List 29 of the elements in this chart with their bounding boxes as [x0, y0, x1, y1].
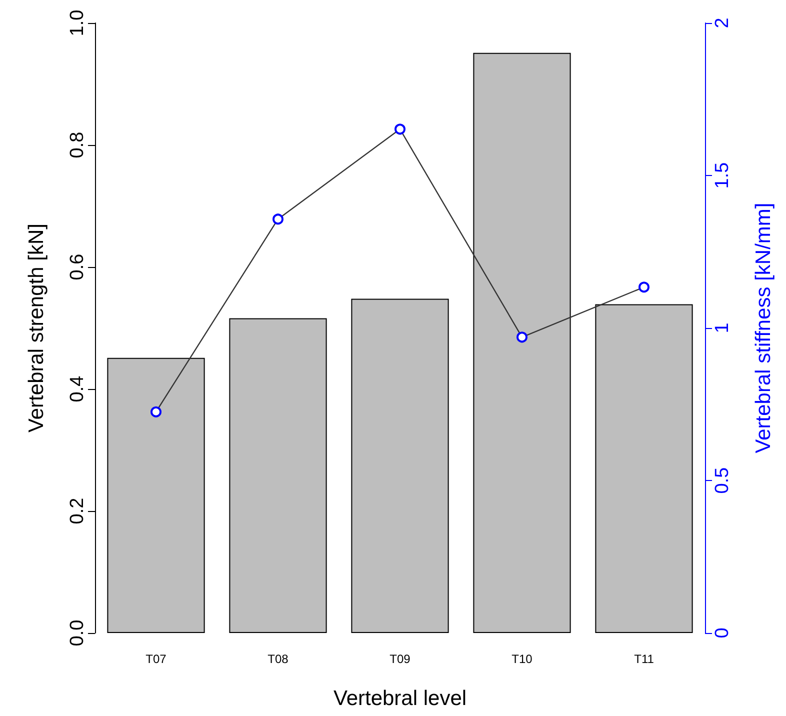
point: [150, 406, 162, 418]
y2-tick-label: 0.5: [712, 467, 733, 494]
x-axis-title: Vertebral level: [333, 687, 467, 710]
point: [516, 332, 528, 343]
y-tick-label: 0.8: [67, 132, 88, 158]
y2-tick-label: 2: [712, 18, 733, 28]
x-tick-label: T11: [634, 652, 654, 666]
bar: [229, 318, 327, 633]
y-tick-label: 0.6: [67, 254, 88, 280]
y2-tick-label: 1: [712, 322, 733, 334]
y-axis-title: Vertebral strength [kN]: [25, 224, 48, 432]
y-tick-label: 0.0: [67, 620, 88, 646]
y2-tick-label: 1.5: [712, 162, 733, 189]
point: [272, 214, 284, 225]
x-tick-label: T10: [512, 652, 533, 666]
y-tick-label: 0.4: [67, 375, 88, 402]
y2-tick-label: 0: [712, 628, 733, 638]
bar: [107, 358, 205, 633]
point: [394, 124, 406, 135]
point: [638, 282, 650, 293]
y-tick-label: 1.0: [67, 10, 88, 36]
x-tick-label: T08: [268, 652, 289, 666]
bar: [351, 298, 449, 633]
x-tick-label: T09: [390, 652, 411, 666]
bar: [595, 304, 693, 633]
x-tick-label: T07: [146, 652, 167, 666]
bar: [473, 52, 571, 633]
y2-axis-title: Vertebral stiffness [kN/mm]: [752, 202, 775, 454]
y-tick-label: 0.2: [67, 498, 88, 524]
